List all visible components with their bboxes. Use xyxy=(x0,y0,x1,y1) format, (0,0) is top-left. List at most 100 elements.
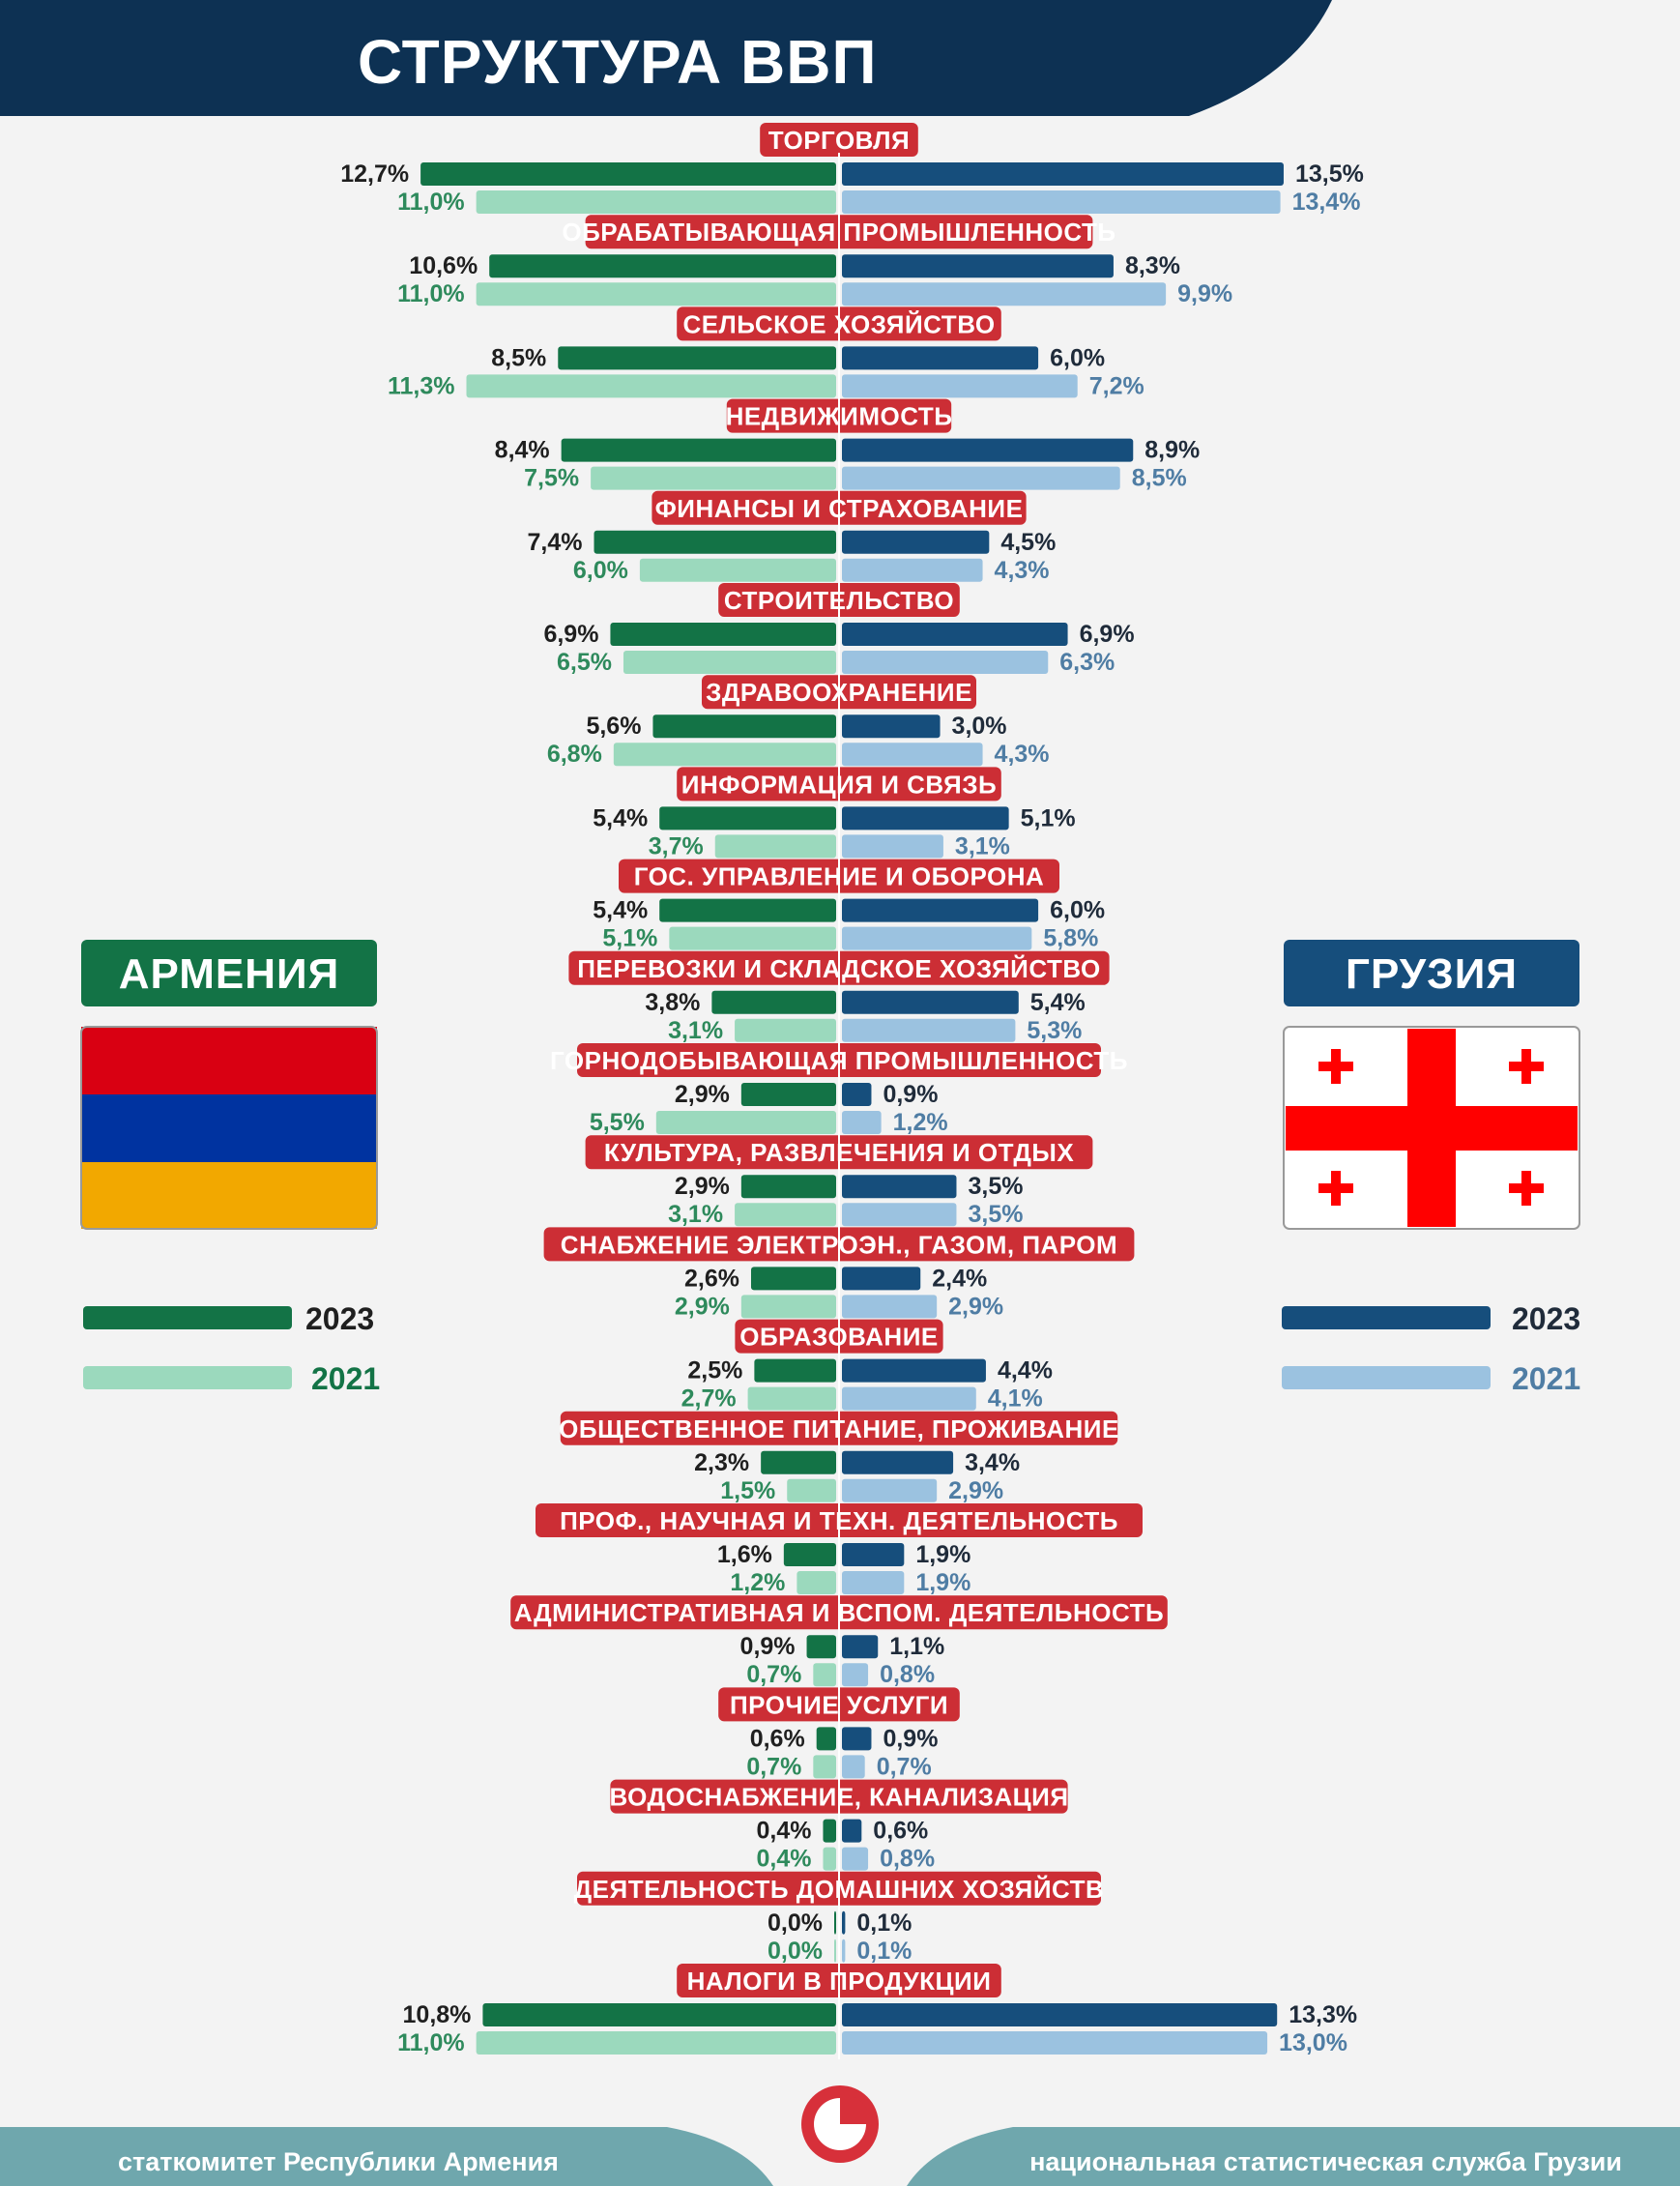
value-label-armenia-2021: 0,7% xyxy=(746,1661,801,1688)
value-label-armenia-2023: 0,9% xyxy=(740,1633,796,1660)
bar-armenia-2021 xyxy=(476,282,836,306)
bar-georgia-2023 xyxy=(842,990,1019,1014)
value-label-armenia-2023: 2,6% xyxy=(684,1265,739,1292)
bar-georgia-2021 xyxy=(842,926,1032,950)
value-label-georgia-2023: 5,4% xyxy=(1030,989,1086,1016)
value-label-armenia-2021: 3,7% xyxy=(649,832,704,860)
georgia-label-box xyxy=(1284,940,1579,1006)
bar-armenia-2021 xyxy=(714,834,836,859)
armenia-label-box xyxy=(81,940,377,1006)
value-label-armenia-2021: 0,7% xyxy=(746,1753,801,1780)
value-label-georgia-2021: 2,9% xyxy=(948,1477,1003,1504)
value-label-georgia-2023: 4,5% xyxy=(1000,529,1056,556)
value-label-georgia-2021: 3,1% xyxy=(955,832,1010,860)
bar-georgia-2021 xyxy=(842,1386,976,1411)
bar-armenia-2023 xyxy=(610,623,836,646)
legend-swatch-armenia-2023 xyxy=(83,1306,292,1329)
bar-georgia-2023 xyxy=(842,714,941,739)
bar-armenia-2023 xyxy=(659,898,836,922)
footer-left-banner xyxy=(0,2127,773,2186)
bar-armenia-2023 xyxy=(420,162,836,186)
value-label-armenia-2021: 6,5% xyxy=(557,649,612,676)
bar-armenia-2023 xyxy=(652,714,836,739)
bar-georgia-2023 xyxy=(842,1358,986,1383)
pie-logo-icon xyxy=(801,2085,879,2163)
bar-armenia-2021 xyxy=(655,1111,836,1134)
bar-georgia-2021 xyxy=(842,1571,905,1594)
value-label-georgia-2023: 4,4% xyxy=(998,1357,1053,1384)
bar-georgia-2023 xyxy=(842,254,1114,278)
page-title: СТРУКТУРА ВВП xyxy=(358,27,877,97)
value-label-armenia-2021: 11,3% xyxy=(388,372,455,399)
bar-armenia-2021 xyxy=(735,1018,836,1042)
value-label-armenia-2023: 3,8% xyxy=(645,989,700,1016)
value-label-georgia-2021: 9,9% xyxy=(1177,280,1232,307)
value-label-armenia-2021: 3,1% xyxy=(668,1017,723,1044)
value-label-georgia-2021: 8,5% xyxy=(1132,465,1187,492)
value-label-georgia-2021: 2,9% xyxy=(948,1293,1003,1320)
value-label-georgia-2023: 6,9% xyxy=(1080,621,1135,648)
legend-swatch-armenia-2021 xyxy=(83,1366,292,1389)
footer-source-armenia: статкомитет Республики Армения xyxy=(118,2147,559,2176)
value-label-georgia-2023: 6,0% xyxy=(1050,344,1105,371)
bar-georgia-2021 xyxy=(842,1295,938,1319)
value-label-armenia-2023: 0,0% xyxy=(768,1909,823,1937)
value-label-armenia-2023: 8,4% xyxy=(495,437,550,464)
bar-armenia-2021 xyxy=(613,743,836,767)
value-label-georgia-2021: 1,2% xyxy=(893,1109,948,1136)
bar-armenia-2023 xyxy=(594,530,836,554)
value-label-georgia-2023: 13,5% xyxy=(1295,160,1364,188)
value-label-armenia-2021: 2,7% xyxy=(681,1385,737,1413)
value-label-georgia-2021: 6,3% xyxy=(1059,649,1115,676)
georgia-flag xyxy=(1283,1026,1580,1230)
value-label-georgia-2023: 8,9% xyxy=(1144,437,1200,464)
bar-armenia-2021 xyxy=(823,1847,836,1871)
value-label-armenia-2023: 5,4% xyxy=(593,804,648,831)
bar-armenia-2021 xyxy=(740,1295,836,1319)
value-label-georgia-2023: 3,4% xyxy=(965,1449,1020,1476)
value-label-georgia-2021: 4,3% xyxy=(995,741,1050,768)
value-label-georgia-2023: 0,9% xyxy=(883,1725,938,1752)
bar-georgia-2023 xyxy=(842,1727,872,1751)
value-label-armenia-2021: 11,0% xyxy=(397,2029,465,2056)
bar-armenia-2021 xyxy=(797,1571,836,1594)
value-label-georgia-2023: 13,3% xyxy=(1289,2001,1357,2028)
value-label-georgia-2023: 0,9% xyxy=(883,1081,938,1108)
legend-swatch-georgia-2021 xyxy=(1282,1366,1491,1389)
bar-armenia-2023 xyxy=(558,346,836,370)
value-label-georgia-2023: 1,1% xyxy=(889,1633,944,1660)
value-label-georgia-2023: 1,9% xyxy=(915,1541,970,1568)
bar-armenia-2023 xyxy=(761,1450,836,1474)
value-label-armenia-2023: 6,9% xyxy=(543,621,598,648)
bar-armenia-2023 xyxy=(561,438,836,462)
bar-armenia-2023 xyxy=(754,1358,836,1383)
armenia-panel: АРМЕНИЯ 2023 2021 xyxy=(80,940,380,1396)
bar-georgia-2021 xyxy=(842,1938,846,1963)
bar-armenia-2023 xyxy=(834,1910,836,1935)
value-label-georgia-2021: 0,7% xyxy=(877,1753,932,1780)
bar-georgia-2023 xyxy=(842,806,1009,831)
georgia-label: ГРУЗИЯ xyxy=(1346,950,1518,998)
value-label-armenia-2021: 0,0% xyxy=(768,1938,823,1965)
bar-armenia-2021 xyxy=(813,1755,836,1779)
value-label-armenia-2023: 12,7% xyxy=(340,160,409,188)
value-label-armenia-2023: 1,6% xyxy=(717,1541,772,1568)
value-label-armenia-2023: 2,9% xyxy=(675,1173,730,1200)
bar-armenia-2023 xyxy=(489,254,836,278)
value-label-armenia-2021: 5,1% xyxy=(602,925,657,952)
value-label-georgia-2023: 3,5% xyxy=(968,1173,1023,1200)
legend-label-armenia-2023: 2023 xyxy=(305,1301,374,1336)
value-label-georgia-2023: 0,1% xyxy=(856,1909,912,1937)
legend-label-georgia-2021: 2021 xyxy=(1512,1361,1580,1396)
value-label-armenia-2021: 7,5% xyxy=(524,465,579,492)
value-label-georgia-2021: 5,8% xyxy=(1043,925,1098,952)
bar-armenia-2021 xyxy=(747,1386,836,1411)
bar-armenia-2023 xyxy=(750,1267,836,1291)
value-label-armenia-2021: 6,0% xyxy=(573,557,628,584)
value-label-armenia-2021: 1,5% xyxy=(720,1477,775,1504)
bar-armenia-2023 xyxy=(659,806,836,831)
bar-armenia-2023 xyxy=(806,1635,836,1659)
value-label-georgia-2023: 2,4% xyxy=(932,1265,987,1292)
legend-label-armenia-2021: 2021 xyxy=(311,1361,380,1396)
